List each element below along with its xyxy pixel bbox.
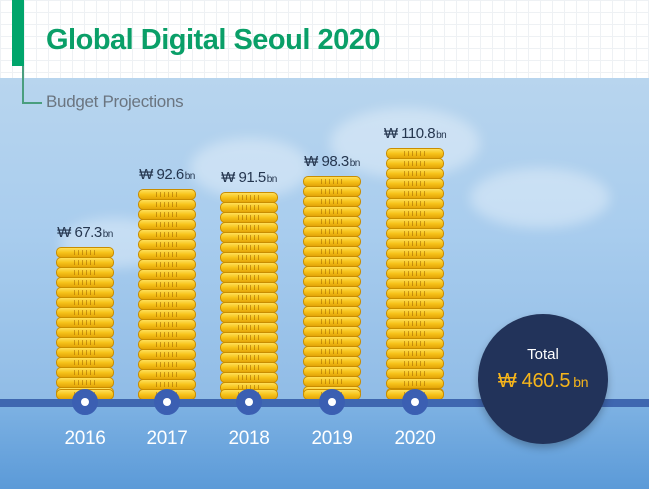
value-unit: bn (349, 158, 361, 169)
value-label-2017: ₩ 92.6bn (107, 166, 227, 183)
axis-marker-2016 (72, 389, 98, 415)
value-amount: ₩ 67.3 (57, 224, 102, 241)
value-label-2016: ₩ 67.3bn (25, 224, 145, 241)
total-amount: ₩ 460.5 (497, 370, 571, 392)
x-tick-label-2020: 2020 (394, 428, 436, 449)
x-tick-label-2018: 2018 (228, 428, 270, 449)
value-amount: ₩ 110.8 (383, 125, 436, 142)
bar-2018 (220, 192, 278, 400)
total-label: Total (527, 346, 559, 363)
x-tick-label-2019: 2019 (311, 428, 353, 449)
axis-marker-2017 (154, 389, 180, 415)
x-tick-label-2017: 2017 (146, 428, 188, 449)
total-badge: Total ₩ 460.5 bn (478, 314, 608, 444)
subtitle-bracket-horizontal (22, 102, 42, 104)
bar-2017 (138, 189, 196, 400)
axis-marker-2020 (402, 389, 428, 415)
value-label-2018: ₩ 91.5bn (189, 169, 309, 186)
value-unit: bn (184, 171, 196, 182)
bar-2016 (56, 247, 114, 400)
axis-marker-2019 (319, 389, 345, 415)
value-unit: bn (102, 229, 114, 240)
subtitle-bracket-vertical (22, 66, 24, 104)
total-unit: bn (573, 374, 589, 390)
page-title: Global Digital Seoul 2020 (46, 24, 381, 56)
axis-marker-2018 (236, 389, 262, 415)
value-amount: ₩ 92.6 (139, 166, 184, 183)
value-amount: ₩ 98.3 (304, 153, 349, 170)
bar-2020 (386, 148, 444, 400)
x-tick-label-2016: 2016 (64, 428, 106, 449)
total-value: ₩ 460.5 bn (478, 370, 608, 393)
title-accent-bar (12, 0, 24, 66)
value-amount: ₩ 91.5 (221, 169, 266, 186)
value-label-2019: ₩ 98.3bn (272, 153, 392, 170)
value-unit: bn (436, 130, 447, 141)
bar-2019 (303, 176, 361, 400)
header-area: Global Digital Seoul 2020 (0, 0, 649, 78)
value-unit: bn (266, 174, 278, 185)
value-label-2020: ₩ 110.8bn (355, 125, 475, 142)
chart-subtitle: Budget Projections (46, 92, 184, 111)
